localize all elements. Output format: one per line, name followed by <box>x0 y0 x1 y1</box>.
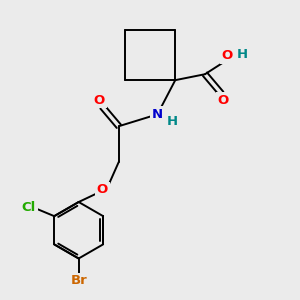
Text: Br: Br <box>70 274 87 287</box>
Text: Cl: Cl <box>22 201 36 214</box>
Text: N: N <box>152 108 163 121</box>
Text: O: O <box>222 49 233 62</box>
Text: O: O <box>217 94 228 106</box>
Text: O: O <box>97 183 108 196</box>
Text: H: H <box>167 115 178 128</box>
Text: H: H <box>237 48 248 61</box>
Text: O: O <box>94 94 105 107</box>
